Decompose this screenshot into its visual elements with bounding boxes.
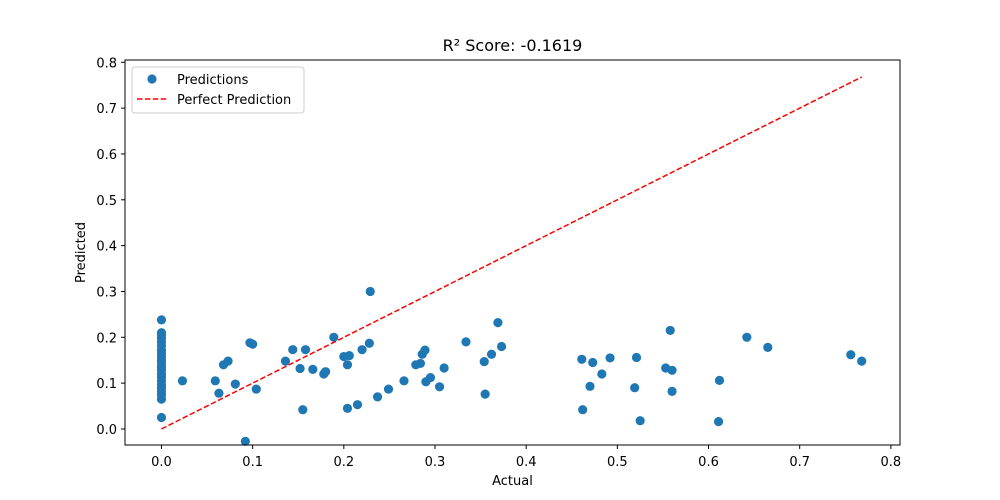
- scatter-point: [300, 345, 311, 355]
- scatter-point: [588, 357, 598, 368]
- scatter-point: [210, 376, 220, 386]
- legend-label-predictions: Predictions: [177, 73, 249, 88]
- scatter-point: [665, 325, 675, 336]
- x-tick-label: 0.1: [242, 455, 263, 470]
- scatter-point: [630, 383, 640, 393]
- y-tick-label: 0.6: [96, 148, 117, 163]
- scatter-point: [365, 286, 375, 297]
- ticks-layer: 0.0 0.1 0.2 0.3 0.4 0.5 0.6 0.7 0.8 0.0 0.1 0.2 0.3 0…: [96, 56, 901, 470]
- scatter-point: [352, 400, 363, 410]
- y-tick-label: 0.5: [96, 194, 117, 209]
- x-tick-label: 0.6: [698, 455, 719, 470]
- scatter-point: [605, 353, 615, 363]
- scatter-point: [298, 405, 308, 415]
- scatter-point: [156, 394, 167, 404]
- y-tick-label: 0.4: [96, 240, 117, 255]
- scatter-point: [295, 363, 305, 374]
- x-tick-label: 0.5: [607, 455, 628, 470]
- x-axis-label: Actual: [492, 474, 533, 489]
- scatter-point: [320, 367, 331, 377]
- scatter-point: [631, 352, 642, 363]
- scatter-point: [846, 350, 856, 360]
- chart-title: R² Score: -0.1619: [443, 36, 583, 55]
- y-tick-label: 0.8: [96, 56, 117, 71]
- scatter-point: [230, 379, 240, 389]
- scatter-point: [223, 356, 233, 366]
- y-tick-label: 0.7: [96, 102, 117, 117]
- scatter-point: [177, 376, 188, 386]
- x-tick-label: 0.3: [425, 455, 446, 470]
- scatter-point: [308, 364, 318, 374]
- legend-box: [131, 66, 305, 114]
- scatter-point: [496, 341, 507, 352]
- y-tick-label: 0.3: [96, 285, 117, 300]
- scatter-point: [240, 436, 250, 446]
- scatter-point: [364, 338, 374, 348]
- x-tick-label: 0.0: [151, 455, 172, 470]
- scatter-point: [578, 405, 588, 415]
- scatter-point: [763, 342, 773, 352]
- scatter-point: [342, 403, 353, 413]
- scatter-point: [713, 417, 724, 427]
- scatter-point: [280, 356, 291, 366]
- scatter-point: [399, 376, 409, 386]
- plot-layer: [156, 76, 867, 446]
- scatter-point: [329, 332, 339, 342]
- scatter-point: [486, 349, 497, 359]
- scatter-point: [597, 369, 607, 379]
- scatter-point: [480, 389, 490, 399]
- scatter-point: [425, 373, 436, 383]
- scatter-point: [372, 392, 383, 402]
- scatter-point: [288, 345, 298, 355]
- scatter-point: [342, 360, 353, 370]
- y-tick-label: 0.1: [96, 377, 117, 392]
- legend-marker-predictions: [147, 74, 157, 84]
- y-tick-label: 0.2: [96, 331, 117, 346]
- x-tick-label: 0.7: [789, 455, 810, 470]
- scatter-point: [742, 332, 752, 342]
- x-tick-label: 0.8: [881, 455, 902, 470]
- scatter-point: [479, 356, 489, 367]
- scatter-point: [493, 318, 503, 328]
- scatter-point: [714, 375, 725, 385]
- scatter-point: [248, 339, 258, 349]
- scatter-point: [667, 386, 677, 396]
- y-axis-label: Predicted: [74, 222, 89, 283]
- scatter-point: [461, 337, 471, 347]
- scatter-point: [635, 416, 645, 426]
- scatter-point: [415, 358, 426, 369]
- scatter-point: [214, 388, 224, 398]
- x-tick-label: 0.4: [516, 455, 537, 470]
- scatter-point: [585, 381, 595, 391]
- scatter-point: [577, 354, 587, 364]
- legend: Predictions Perfect Prediction: [131, 66, 305, 114]
- y-tick-label: 0.0: [96, 423, 117, 438]
- axes-frame: [124, 59, 901, 446]
- scatter-point: [156, 315, 167, 325]
- x-tick-label: 0.2: [333, 455, 354, 470]
- scatter-point: [357, 345, 367, 355]
- scatter-point: [156, 412, 167, 423]
- scatter-point: [251, 384, 261, 394]
- perfect-prediction-line: [161, 76, 863, 430]
- scatter-point: [344, 351, 354, 361]
- scatter-point: [420, 345, 430, 355]
- legend-label-perfect-prediction: Perfect Prediction: [177, 93, 291, 108]
- scatter-point: [857, 356, 867, 366]
- scatter-point: [434, 382, 445, 392]
- scatter-point: [439, 363, 449, 373]
- scatter-point: [667, 365, 677, 375]
- scatter-point: [383, 384, 394, 394]
